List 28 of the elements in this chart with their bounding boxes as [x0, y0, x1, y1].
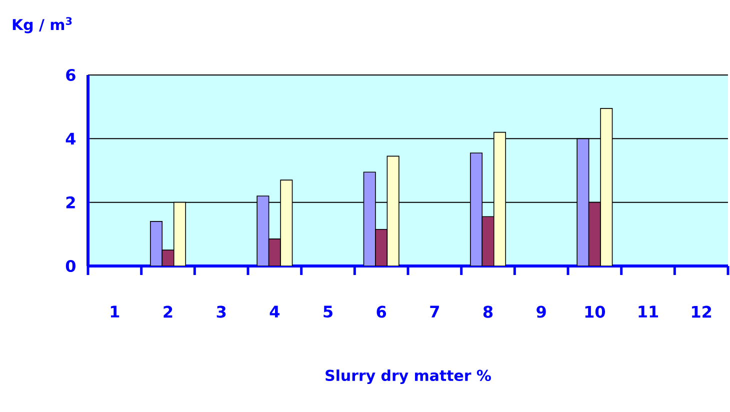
y-axis-title: Kg / m$^{3}$ [12, 17, 72, 34]
y-tick-label: 4 [66, 132, 76, 144]
bar [588, 202, 601, 266]
bar [268, 238, 281, 266]
bar [576, 138, 590, 266]
x-tick-label: 12 [692, 306, 712, 318]
x-tick-label: 10 [585, 306, 606, 318]
x-tick-label: 6 [376, 306, 386, 318]
y-tick-label: 6 [66, 68, 76, 82]
bar [280, 180, 293, 266]
bar [482, 216, 494, 266]
y-tick-label: 0 [66, 260, 76, 272]
x-tick-label: 8 [483, 306, 493, 318]
bar [386, 156, 400, 266]
bar [600, 108, 613, 266]
x-tick-label: 3 [216, 306, 226, 318]
x-tick-label: 7 [430, 306, 439, 318]
bar [363, 172, 376, 266]
y-tick-label: 2 [66, 196, 75, 208]
x-tick-label: 11 [638, 306, 658, 318]
bar [375, 228, 388, 266]
x-tick-label: 1 [110, 306, 120, 318]
x-tick-label: 5 [324, 306, 332, 318]
x-axis-title: Slurry dry matter % [326, 370, 491, 384]
x-tick-label: 9 [536, 306, 546, 318]
bar [256, 196, 270, 266]
x-tick-label: 2 [164, 306, 172, 318]
x-tick-label: 4 [270, 306, 280, 318]
